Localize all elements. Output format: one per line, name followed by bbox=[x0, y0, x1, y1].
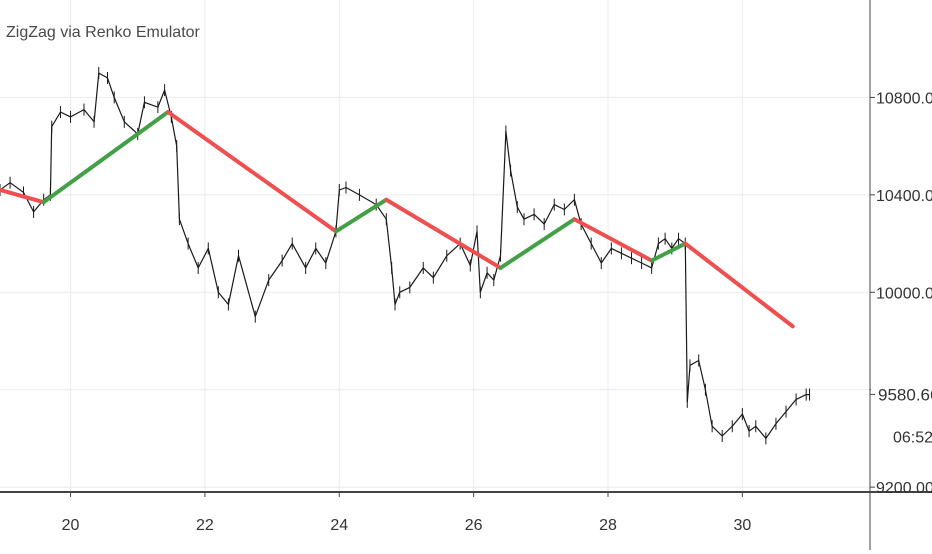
last-price-label: 9580.66 bbox=[878, 385, 932, 404]
y-tick-label: 10400.00 bbox=[876, 188, 932, 205]
y-tick-label: 9200.00 bbox=[876, 480, 932, 497]
zigzag-down-segment bbox=[384, 197, 503, 270]
zigzag-up-segment bbox=[649, 241, 688, 263]
x-tick-label: 24 bbox=[330, 517, 348, 534]
zigzag-down-segment bbox=[683, 241, 795, 329]
y-tick-label: 10000.00 bbox=[876, 285, 932, 302]
x-tick-label: 20 bbox=[62, 517, 80, 534]
x-tick-label: 30 bbox=[733, 517, 751, 534]
zigzag-up-segment bbox=[498, 217, 577, 270]
price-label-bg bbox=[871, 382, 932, 431]
x-tick-label: 26 bbox=[465, 517, 483, 534]
indicator-title: ZigZag via Renko Emulator bbox=[6, 24, 200, 41]
zigzag-down-segment bbox=[0, 187, 46, 205]
bar-countdown-label: 06:52 bbox=[893, 429, 932, 446]
zigzag-up-segment bbox=[333, 197, 389, 234]
zigzag-down-segment bbox=[165, 110, 338, 234]
x-tick-label: 28 bbox=[599, 517, 617, 534]
y-tick-label: 10800.00 bbox=[876, 90, 932, 107]
zigzag-up-segment bbox=[41, 110, 170, 205]
zigzag-down-segment bbox=[572, 217, 654, 263]
x-tick-label: 22 bbox=[196, 517, 214, 534]
